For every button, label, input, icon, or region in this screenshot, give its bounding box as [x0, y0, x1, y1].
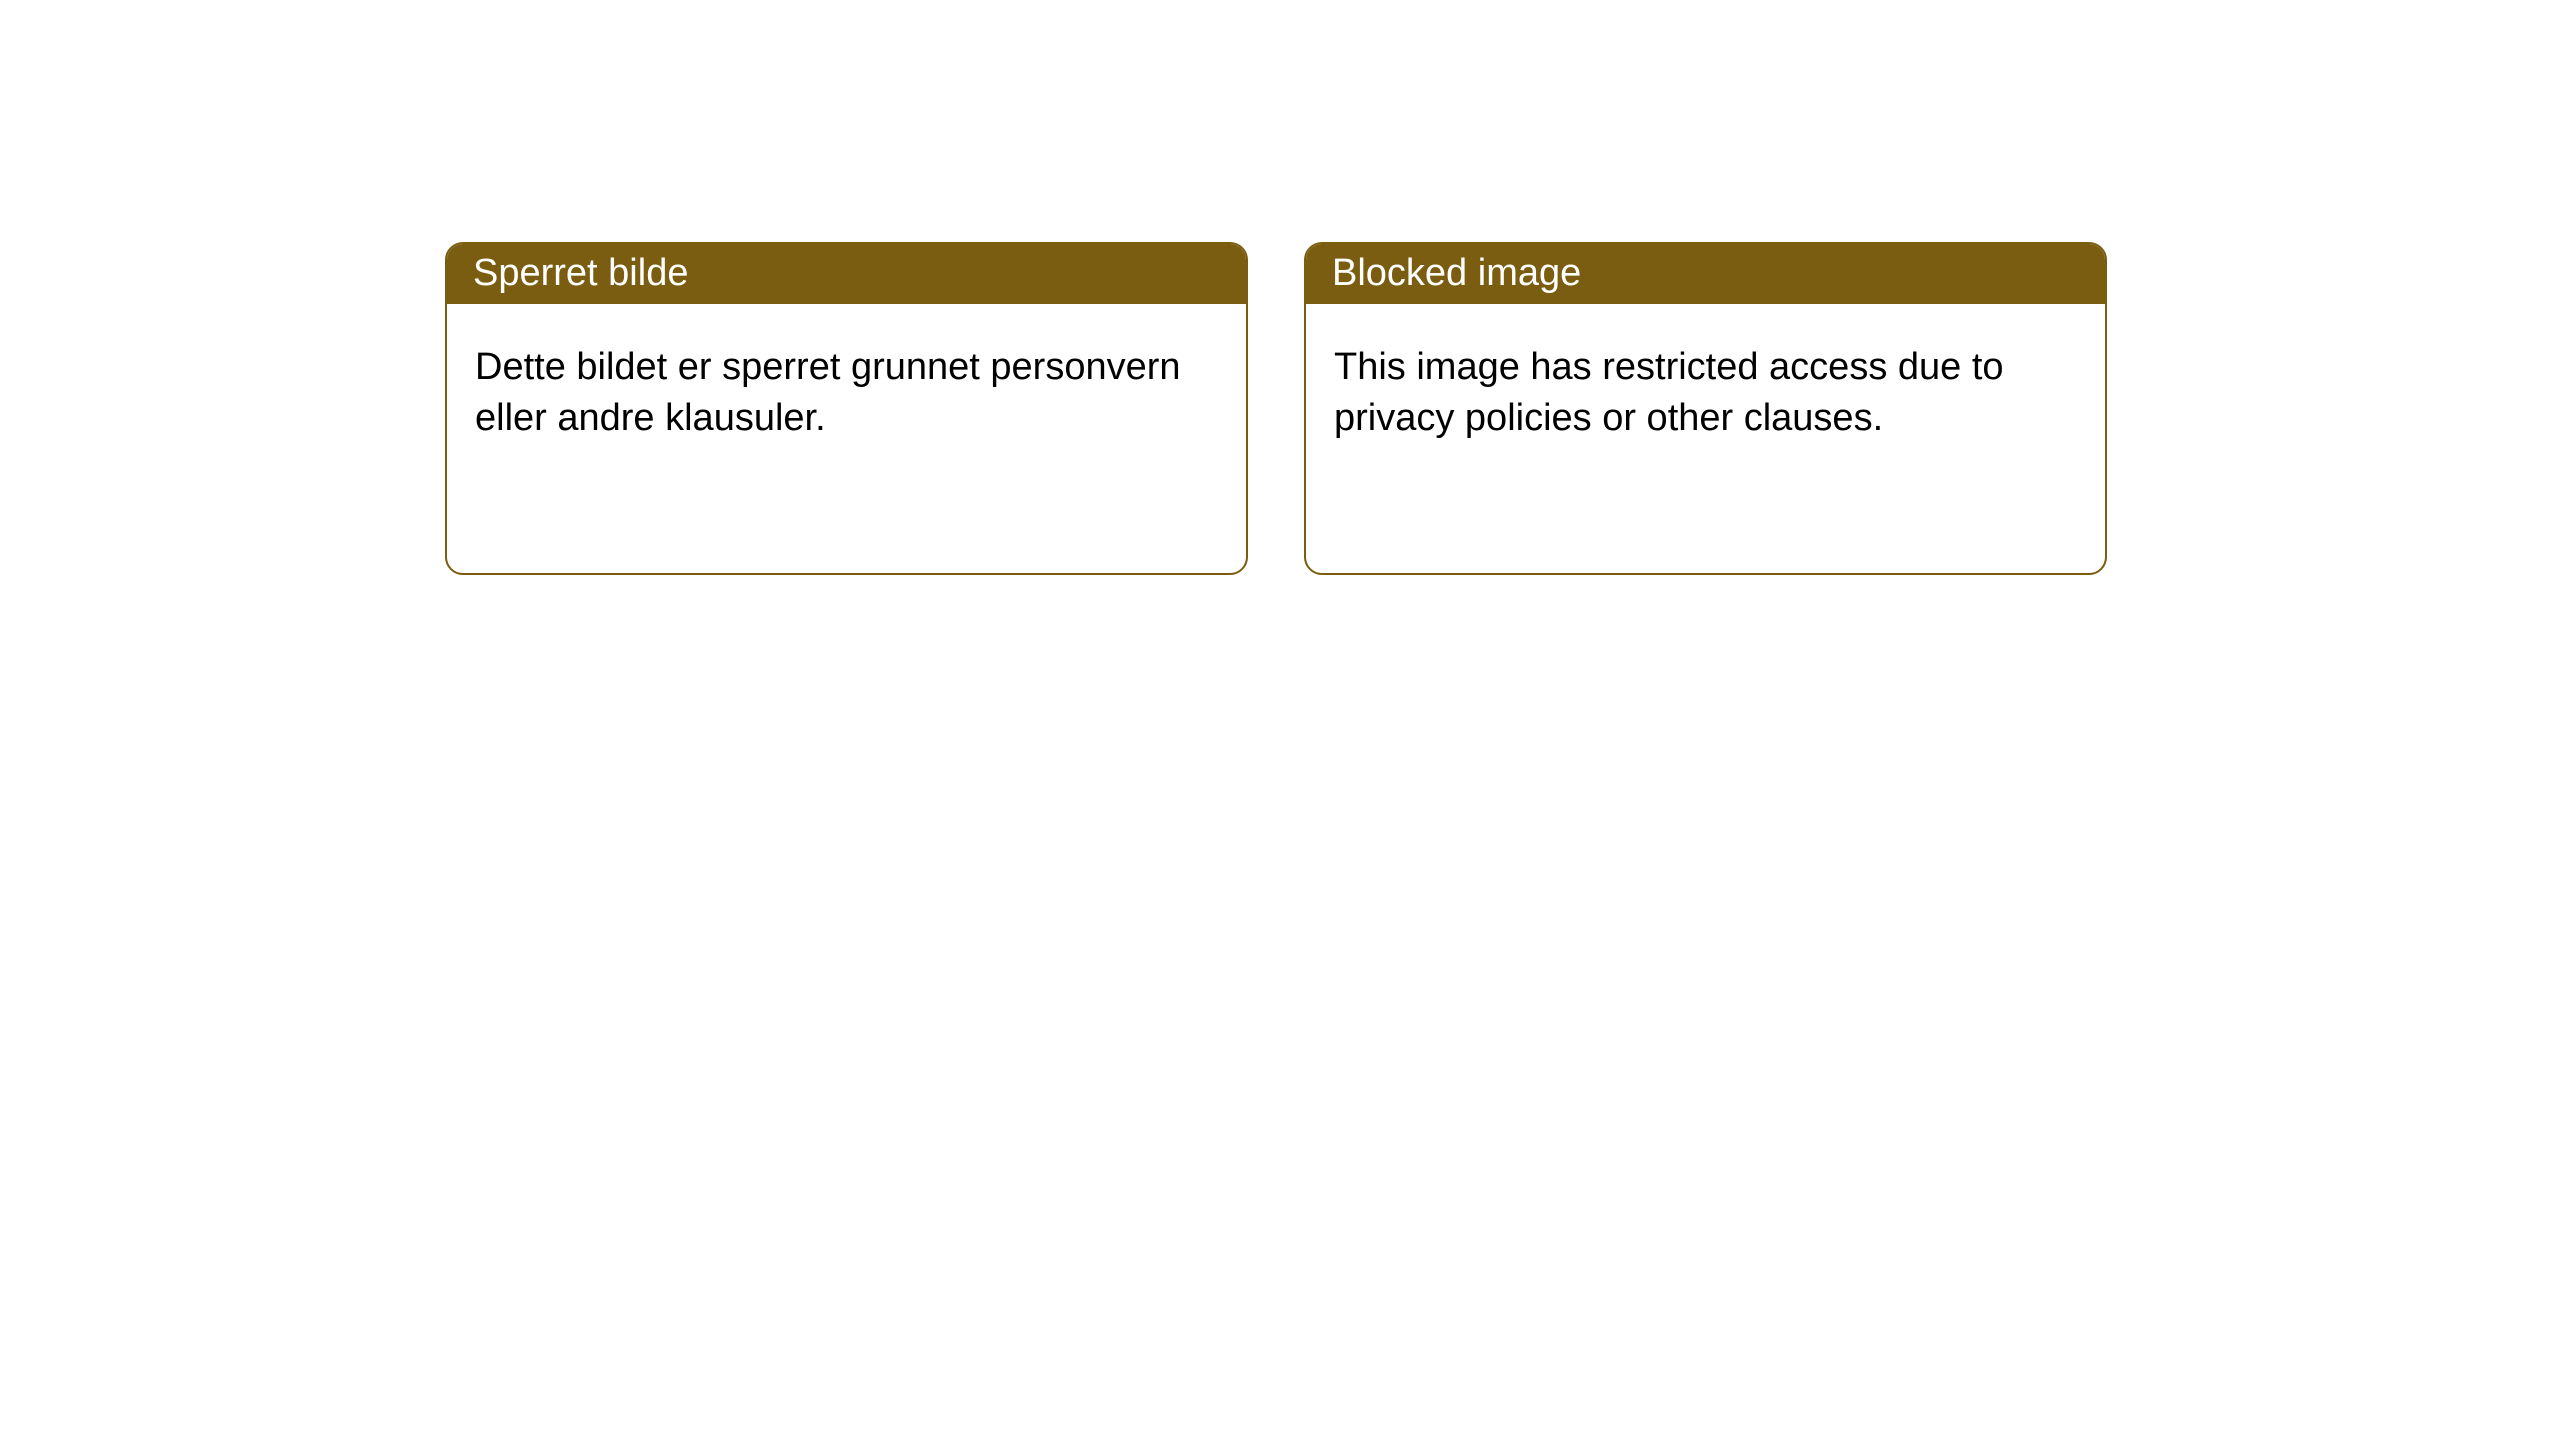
- notice-cards-container: Sperret bilde Dette bildet er sperret gr…: [0, 0, 2560, 575]
- notice-title: Blocked image: [1332, 252, 1581, 295]
- notice-body-text: Dette bildet er sperret grunnet personve…: [475, 346, 1181, 439]
- notice-header: Sperret bilde: [447, 244, 1246, 304]
- notice-title: Sperret bilde: [473, 252, 688, 295]
- notice-body: This image has restricted access due to …: [1306, 304, 2105, 465]
- notice-card-norwegian: Sperret bilde Dette bildet er sperret gr…: [445, 242, 1248, 575]
- notice-card-english: Blocked image This image has restricted …: [1304, 242, 2107, 575]
- notice-header: Blocked image: [1306, 244, 2105, 304]
- notice-body-text: This image has restricted access due to …: [1334, 346, 2004, 439]
- notice-body: Dette bildet er sperret grunnet personve…: [447, 304, 1246, 465]
